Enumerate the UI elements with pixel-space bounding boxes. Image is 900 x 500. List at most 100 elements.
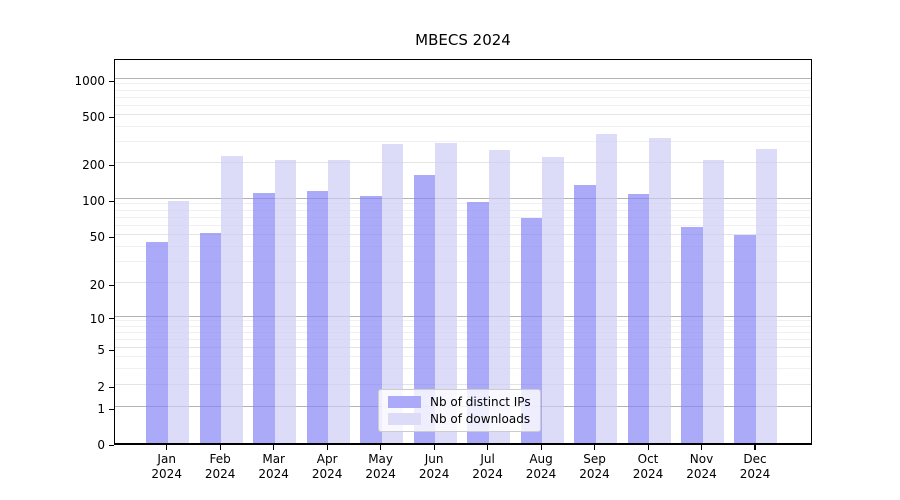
y-tick-label-2: 2: [97, 380, 105, 394]
x-tick-label-sep: Sep 2024: [579, 452, 610, 481]
x-tick-mark-aug: [540, 445, 542, 450]
bar-downloads-dec: [755, 148, 778, 443]
bar-distinct-ips-apr: [306, 191, 329, 443]
gridline-40: [115, 245, 811, 247]
x-tick-label-dec: Dec 2024: [739, 452, 771, 481]
bar-downloads-feb: [221, 155, 243, 443]
legend-label-distinct-ips: Nb of distinct IPs: [430, 395, 531, 409]
bar-downloads-may: [381, 144, 404, 443]
y-tick-label-1000: 1000: [74, 74, 105, 88]
y-tick-label-10: 10: [89, 311, 105, 326]
legend-item-distinct-ips: Nb of distinct IPs: [388, 395, 531, 409]
gridline-30: [115, 260, 811, 262]
plot-area: [114, 59, 812, 445]
x-tick-mark-oct: [647, 445, 649, 450]
bar-downloads-apr: [328, 159, 350, 443]
y-tick-label-1: 1: [97, 402, 105, 416]
gridline-900: [115, 83, 811, 85]
y-tick-mark-2: [109, 386, 114, 388]
y-tick-mark-50: [109, 236, 114, 238]
bar-downloads-sep: [595, 133, 618, 443]
x-tick-label-jun: Jun 2024: [418, 452, 450, 481]
bar-distinct-ips-sep: [574, 185, 596, 443]
x-tick-label-aug: Aug 2024: [525, 452, 557, 481]
x-tick-mark-dec: [754, 445, 756, 450]
bar-distinct-ips-jun: [413, 174, 436, 443]
bar-distinct-ips-oct: [627, 194, 650, 443]
gridline-20: [115, 282, 811, 283]
bar-downloads-aug: [542, 156, 564, 443]
x-tick-mark-jan: [166, 445, 168, 450]
legend-swatch-distinct-ips: [388, 396, 421, 408]
chart-title: MBECS 2024: [415, 31, 511, 49]
y-tick-mark-5: [109, 349, 114, 351]
legend-item-downloads: Nb of downloads: [388, 412, 531, 426]
x-tick-label-jul: Jul 2024: [472, 452, 503, 481]
gridline-9: [115, 320, 811, 322]
bar-distinct-ips-dec: [734, 235, 756, 443]
x-tick-label-oct: Oct 2024: [632, 452, 664, 481]
y-tick-mark-500: [109, 116, 114, 118]
x-tick-mark-apr: [326, 445, 328, 450]
bar-distinct-ips-aug: [520, 218, 543, 443]
y-tick-label-5: 5: [97, 343, 105, 357]
bar-downloads-mar: [274, 160, 297, 443]
gridline-7: [115, 331, 811, 333]
legend-label-downloads: Nb of downloads: [430, 412, 531, 426]
x-tick-mark-may: [380, 445, 382, 450]
gridline-6: [115, 338, 811, 340]
bar-distinct-ips-may: [360, 196, 382, 443]
x-tick-label-mar: Mar 2024: [258, 452, 289, 481]
x-tick-label-may: May 2024: [365, 452, 396, 481]
gridline-90: [115, 203, 811, 205]
bar-distinct-ips-mar: [253, 193, 275, 443]
x-tick-mark-jun: [433, 445, 435, 450]
gridline-80: [115, 209, 811, 211]
y-tick-mark-20: [109, 284, 114, 286]
y-tick-mark-1000: [109, 80, 114, 82]
bar-distinct-ips-jul: [467, 202, 489, 443]
y-tick-mark-100: [109, 200, 114, 202]
y-tick-mark-0: [109, 444, 114, 446]
x-tick-label-apr: Apr 2024: [311, 452, 343, 481]
gridline-3: [115, 367, 811, 369]
legend: Nb of distinct IPs Nb of downloads: [378, 389, 541, 432]
gridline-2: [115, 384, 811, 385]
gridline-600: [115, 104, 811, 106]
gridline-60: [115, 224, 811, 226]
bar-distinct-ips-nov: [681, 227, 703, 443]
gridline-500: [115, 114, 811, 115]
bar-distinct-ips-feb: [199, 232, 222, 443]
gridline-300: [115, 140, 811, 142]
y-tick-label-100: 100: [82, 194, 105, 208]
bar-downloads-jan: [167, 201, 190, 443]
y-tick-label-200: 200: [82, 158, 105, 172]
y-tick-label-50: 50: [89, 230, 105, 244]
x-tick-label-jan: Jan 2024: [151, 452, 182, 481]
x-tick-mark-feb: [219, 445, 221, 450]
x-tick-label-nov: Nov 2024: [686, 452, 717, 481]
y-tick-mark-10: [109, 318, 114, 320]
gridline-100: [115, 198, 811, 199]
bar-downloads-jul: [488, 149, 511, 443]
bar-distinct-ips-jan: [146, 241, 168, 443]
gridline-400: [115, 125, 811, 127]
x-tick-mark-mar: [273, 445, 275, 450]
gridline-50: [115, 234, 811, 235]
x-tick-label-feb: Feb 2024: [204, 452, 236, 481]
legend-swatch-downloads: [388, 413, 421, 425]
gridline-8: [115, 325, 811, 327]
x-tick-mark-sep: [594, 445, 596, 450]
bar-downloads-nov: [702, 160, 724, 443]
x-tick-mark-nov: [701, 445, 703, 450]
gridline-10: [115, 315, 811, 317]
y-tick-label-0: 0: [97, 438, 105, 452]
y-tick-mark-200: [109, 164, 114, 166]
bar-downloads-oct: [649, 137, 671, 443]
gridline-700: [115, 96, 811, 98]
y-tick-mark-1: [109, 408, 114, 410]
gridline-200: [115, 162, 811, 163]
gridline-70: [115, 216, 811, 218]
gridline-1000: [115, 78, 811, 79]
